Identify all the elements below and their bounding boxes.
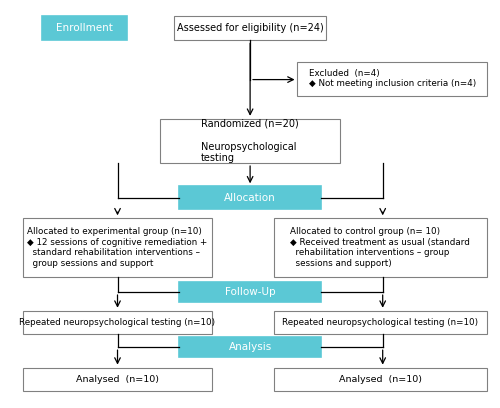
FancyBboxPatch shape xyxy=(274,218,487,277)
Text: Excluded  (n=4)
◆ Not meeting inclusion criteria (n=4): Excluded (n=4) ◆ Not meeting inclusion c… xyxy=(308,69,476,89)
Text: Repeated neuropsychological testing (n=10): Repeated neuropsychological testing (n=1… xyxy=(282,318,478,327)
Text: Allocation: Allocation xyxy=(224,193,276,203)
FancyBboxPatch shape xyxy=(23,368,212,390)
Text: Randomized (n=20)

Neuropsychological
testing: Randomized (n=20) Neuropsychological tes… xyxy=(201,118,299,163)
Text: Follow-Up: Follow-Up xyxy=(225,287,276,297)
FancyBboxPatch shape xyxy=(274,368,487,390)
FancyBboxPatch shape xyxy=(23,310,212,334)
FancyBboxPatch shape xyxy=(23,218,212,277)
FancyBboxPatch shape xyxy=(179,186,321,209)
FancyBboxPatch shape xyxy=(179,337,321,357)
Text: Allocated to control group (n= 10)
◆ Received treatment as usual (standard
  reh: Allocated to control group (n= 10) ◆ Rec… xyxy=(290,227,470,268)
Text: Repeated neuropsychological testing (n=10): Repeated neuropsychological testing (n=1… xyxy=(20,318,216,327)
FancyBboxPatch shape xyxy=(179,282,321,302)
Text: Enrollment: Enrollment xyxy=(56,23,113,33)
FancyBboxPatch shape xyxy=(42,16,127,40)
Text: Assessed for eligibility (n=24): Assessed for eligibility (n=24) xyxy=(176,23,324,33)
FancyBboxPatch shape xyxy=(160,119,340,163)
FancyBboxPatch shape xyxy=(298,62,487,95)
FancyBboxPatch shape xyxy=(174,16,326,40)
Text: Analysed  (n=10): Analysed (n=10) xyxy=(339,375,422,384)
Text: Allocated to experimental group (n=10)
◆ 12 sessions of cognitive remediation +
: Allocated to experimental group (n=10) ◆… xyxy=(28,227,208,268)
Text: Analysis: Analysis xyxy=(228,342,272,352)
Text: Analysed  (n=10): Analysed (n=10) xyxy=(76,375,159,384)
FancyBboxPatch shape xyxy=(274,310,487,334)
